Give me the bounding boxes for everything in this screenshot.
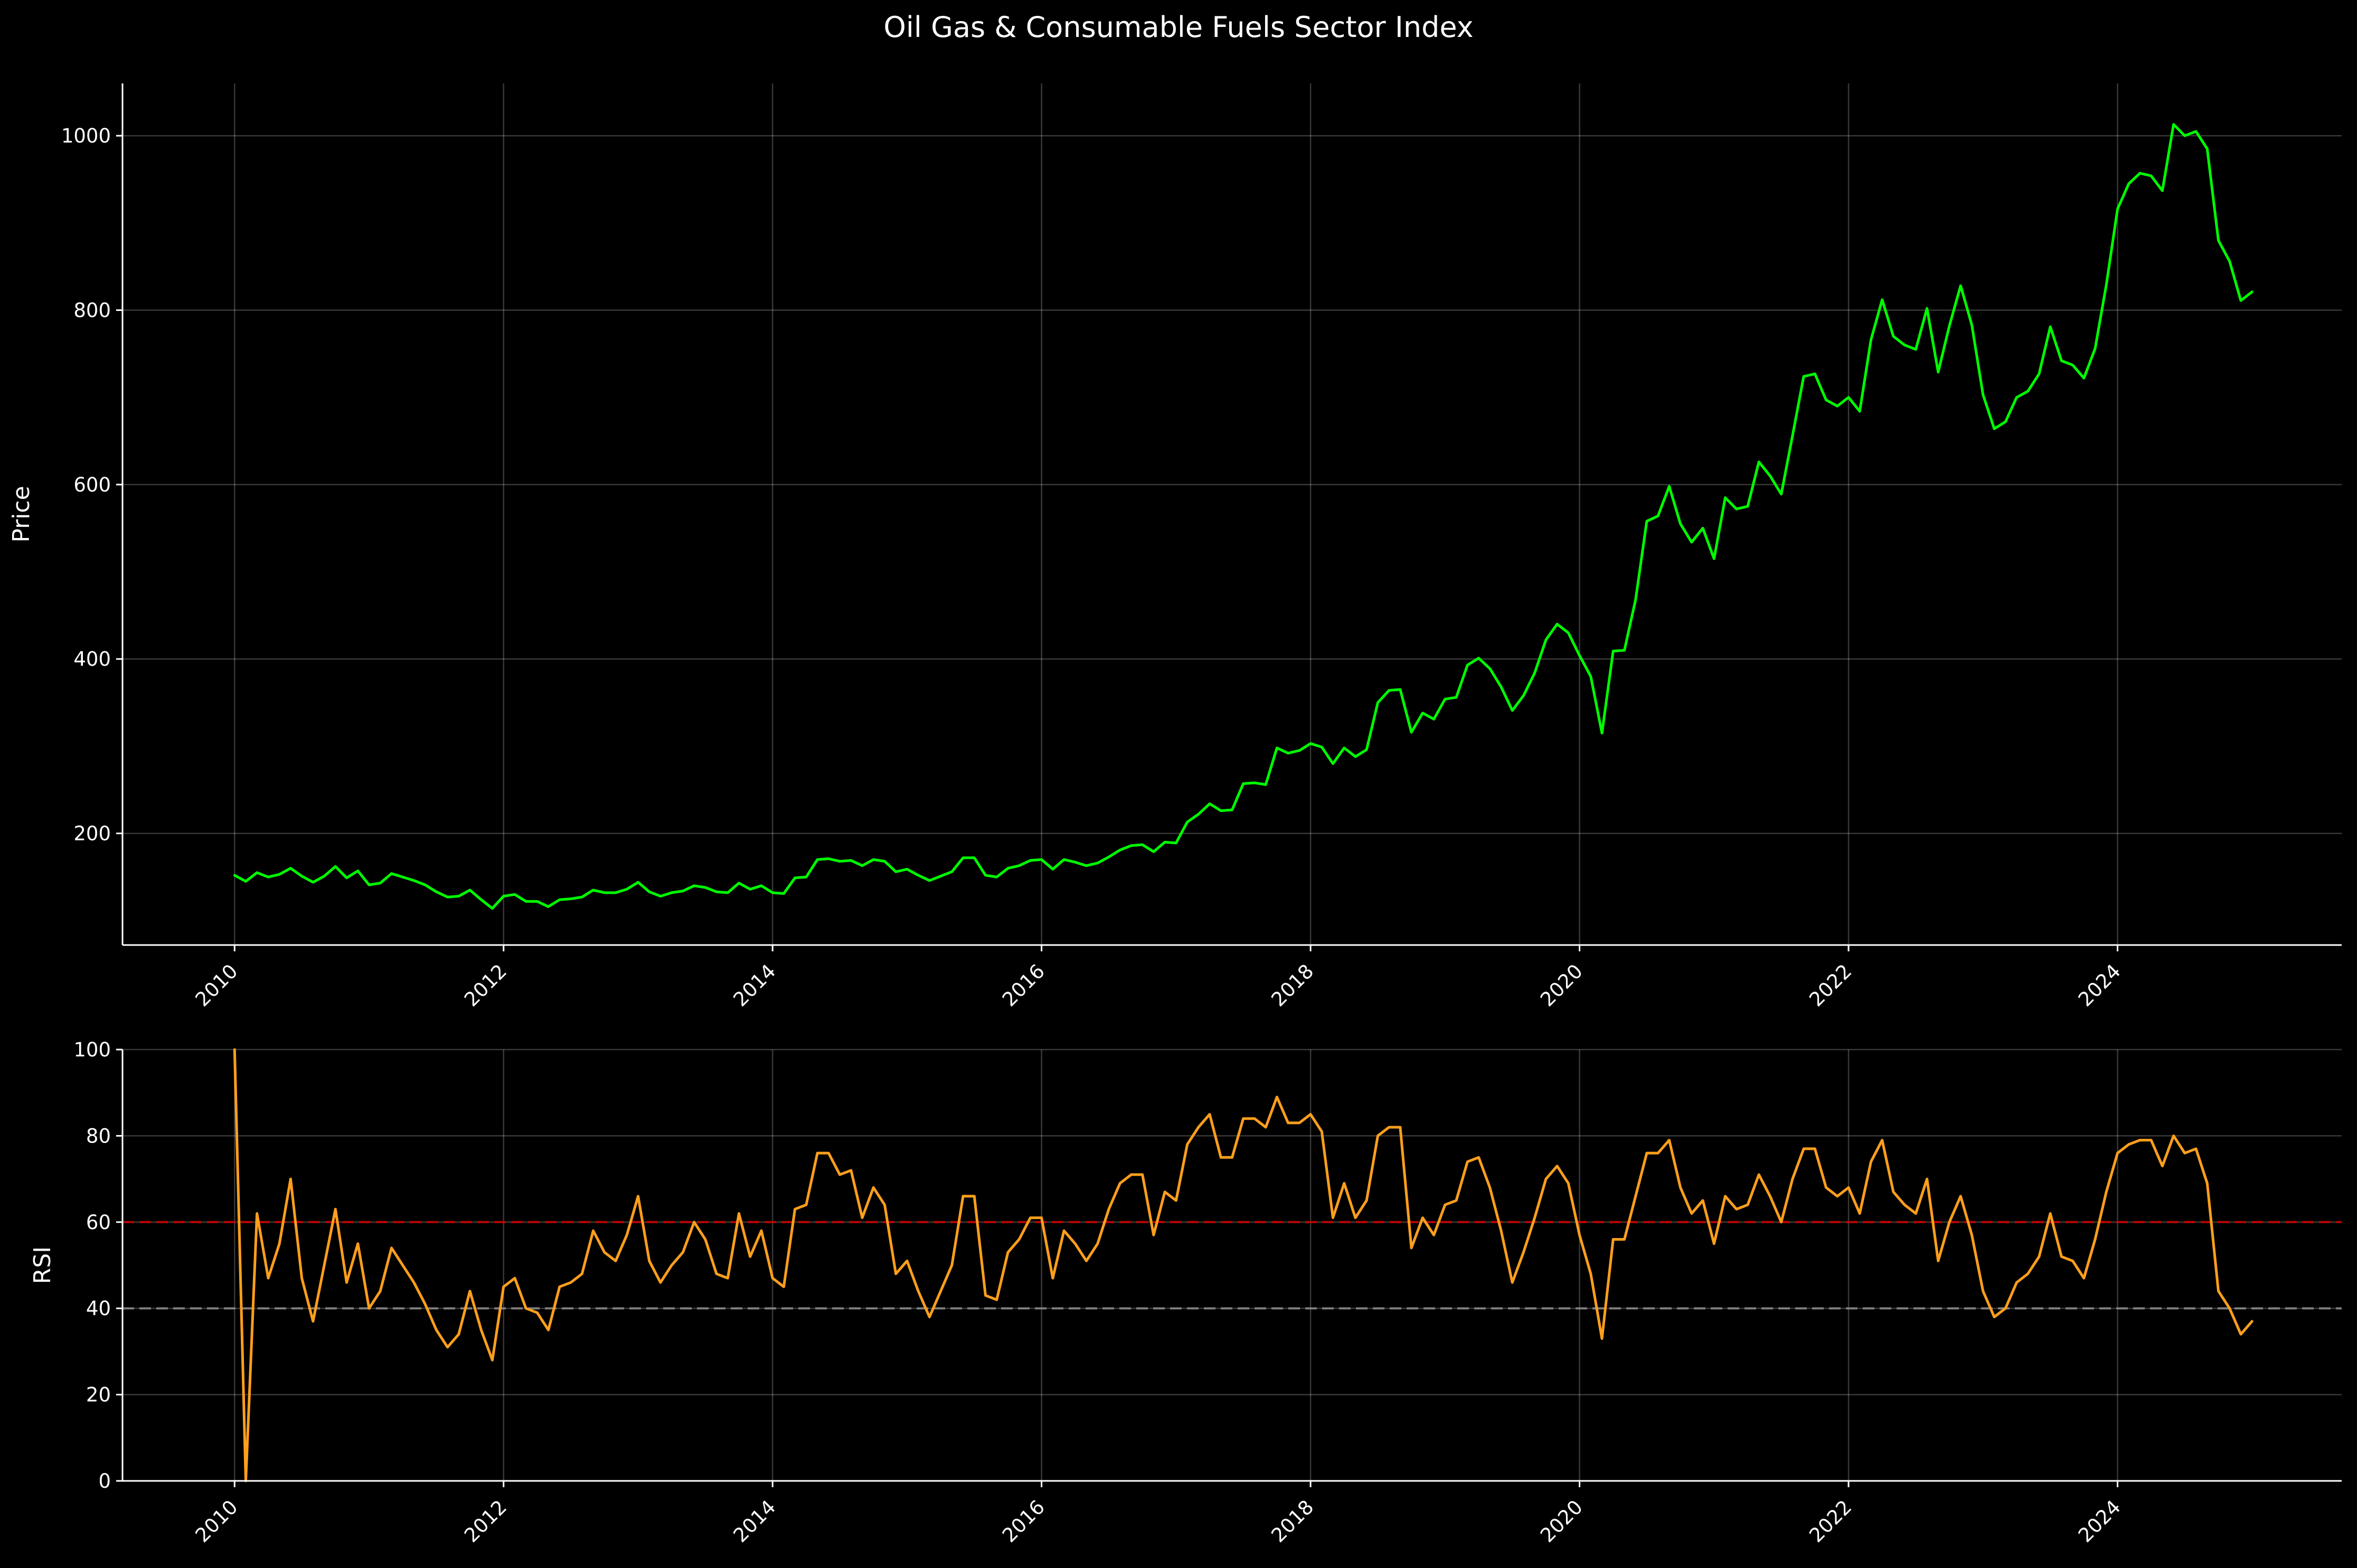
price-gridlines <box>122 83 2342 945</box>
price-series-group <box>233 123 2254 910</box>
price-y-tick-label: 200 <box>73 823 111 845</box>
rsi-y-tick-label: 40 <box>86 1297 111 1320</box>
rsi-y-tick-label: 100 <box>73 1038 111 1061</box>
chart-title: Oil Gas & Consumable Fuels Sector Index <box>883 11 1473 44</box>
price-y-tick-label: 800 <box>73 299 111 322</box>
price-y-tick-label: 1000 <box>61 125 111 147</box>
price-y-tick-label: 600 <box>73 474 111 496</box>
price-y-tick-label: 400 <box>73 648 111 670</box>
rsi-y-tick-label: 0 <box>98 1470 111 1493</box>
rsi-series-line-0 <box>233 1048 2254 1482</box>
rsi-y-tick-label: 20 <box>86 1384 111 1406</box>
rsi-series-group <box>233 1048 2254 1482</box>
price-y-axis-label: Price <box>8 486 35 542</box>
price-series-line-0 <box>233 123 2254 910</box>
rsi-y-axis-label: RSI <box>29 1246 56 1284</box>
rsi-y-tick-label: 60 <box>86 1211 111 1234</box>
rsi-reference-lines <box>122 1221 2342 1310</box>
rsi-y-tick-label: 80 <box>86 1125 111 1147</box>
